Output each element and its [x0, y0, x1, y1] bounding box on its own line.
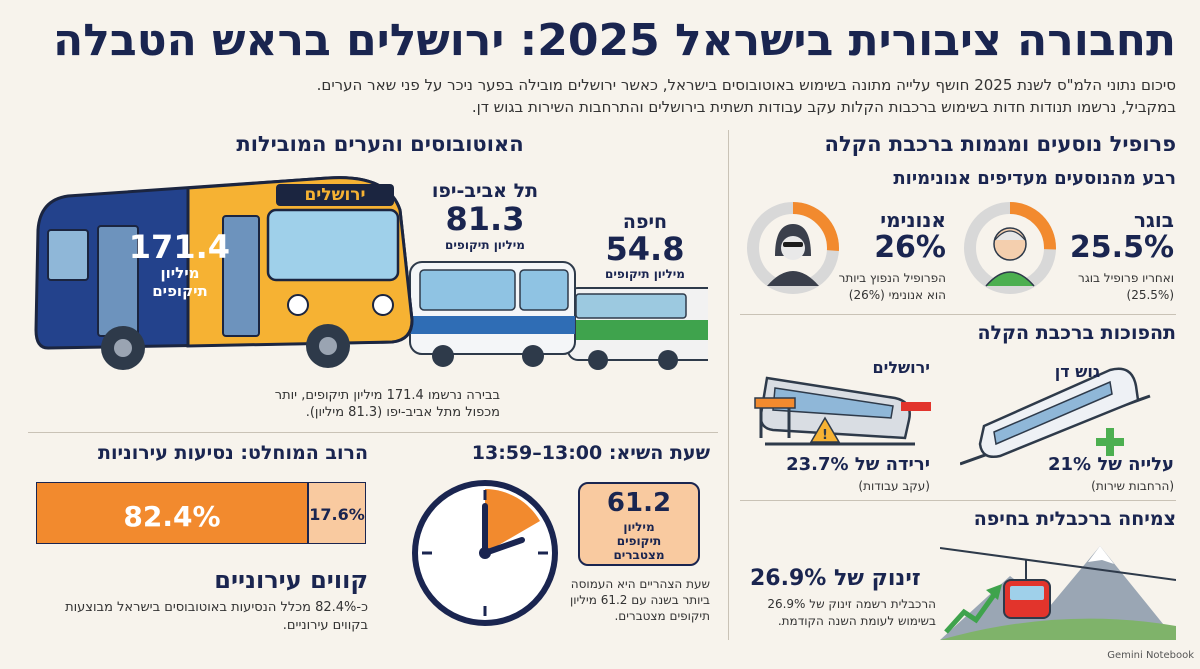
cable-car-note-1: הרכבלית רשמה זינוק של 26.9% [767, 597, 936, 611]
telaviv-unit: מיליון תיקופים [445, 238, 525, 252]
urban-share-bar [36, 482, 366, 544]
jerusalem-bus-value: 171.4 [128, 228, 230, 266]
urban-note-1: כ-82.4% מכלל הנסיעות באוטובוסים בישראל מ… [65, 600, 368, 615]
telaviv-value: 81.3 [445, 200, 525, 238]
anonymous-note-2: הוא אנונימי (26%) [848, 288, 946, 302]
urban-section-title: הרוב המוחלט: נסיעות עירוניות [97, 442, 368, 464]
brand-watermark: Gemini Notebook [1107, 650, 1194, 661]
jerusalem-bus-destination: ירושלים [304, 185, 366, 205]
intro-line-2: במקביל, נרשמו תנודות חדות בשימוש ברכבות … [471, 98, 1176, 116]
jerusalem-bus-icon [34, 176, 414, 370]
profile-sub-title: רבע מהנוסעים מעדיפים אנונימיות [893, 168, 1176, 189]
gush-dan-train-icon [960, 367, 1151, 466]
minus-icon [901, 402, 931, 411]
buses-caption-2: מכפול מתל אביב-יפו (81.3 מיליון). [305, 405, 500, 420]
cable-car-note-2: בשימוש לעומת השנה הקודמת. [777, 614, 936, 628]
jerusalem-rail-name: ירושלים [872, 358, 931, 377]
senior-label: בוגר [1133, 208, 1174, 232]
haifa-bus-icon [567, 287, 708, 370]
jerusalem-rail-note: (עקב עבודות) [858, 479, 930, 493]
peak-value: 61.2 [606, 488, 672, 518]
anonymous-donut [747, 202, 839, 294]
anonymous-label: אנונימי [880, 208, 946, 232]
intro-line-1: סיכום נתוני הלמ"ס לשנת 2025 חושף עלייה מ… [316, 76, 1176, 94]
telaviv-name: תל אביב-יפו [431, 180, 539, 202]
left-row-divider [28, 432, 718, 433]
peak-unit-3: מצטברים [613, 548, 665, 562]
anonymous-note-1: הפרופיל הנפוץ ביותר [838, 271, 946, 285]
column-divider [728, 130, 729, 640]
urban-value: 82.4% [123, 500, 221, 533]
peak-unit-2: תיקופים [616, 534, 662, 548]
profile-section-title: פרופיל נוסעים ומגמות ברכבת הקלה [824, 132, 1176, 156]
barrier-icon [754, 397, 796, 438]
gush-dan-name: גוש דן [1054, 362, 1100, 381]
cable-car-headline: זינוק של 26.9% [750, 566, 921, 591]
senior-value: 25.5% [1069, 230, 1174, 265]
jerusalem-rail-change: ירידה של 23.7% [786, 454, 930, 475]
gush-dan-change: עלייה של 21% [1047, 454, 1174, 475]
peak-note-1: שעת הצהריים היא העמוסה [570, 577, 710, 591]
jerusalem-train-icon: ! [754, 376, 931, 446]
growth-arrow-icon [944, 584, 1002, 634]
cable-car-illustration [940, 546, 1176, 640]
senior-avatar-icon [985, 227, 1035, 287]
cable-car-section-title: צמיחה ברכבלית בחיפה [973, 508, 1176, 530]
peak-section-title: שעת השיא: 13:00–13:59 [471, 442, 710, 464]
buses-illustration [34, 176, 708, 370]
senior-donut [964, 202, 1056, 294]
haifa-name: חיפה [622, 211, 668, 233]
svg-text:!: ! [822, 428, 828, 443]
page-title: תחבורה ציבורית בישראל 2025: ירושלים בראש… [53, 15, 1176, 66]
buses-caption-1: בבירה נרשמו 171.4 מיליון תיקופים, יותר [274, 388, 500, 403]
plus-icon [1096, 428, 1124, 456]
jerusalem-bus-unit-2: תיקופים [152, 282, 208, 300]
anonymous-value: 26% [874, 230, 946, 265]
anonymous-avatar-icon [767, 224, 819, 286]
warning-icon: ! [809, 416, 841, 443]
urban-headline: קווים עירוניים [214, 566, 368, 594]
other-value: 17.6% [309, 505, 365, 524]
peak-unit-1: מיליון [623, 520, 655, 534]
telaviv-bus-icon [409, 261, 576, 367]
senior-note-1: ואחריו פרופיל בוגר [1078, 271, 1174, 285]
jerusalem-bus-unit-1: מיליון [160, 264, 200, 282]
haifa-unit: מיליון תיקופים [605, 267, 685, 281]
buses-section-title: האוטובוסים והערים המובילות [236, 132, 524, 156]
clock-icon [412, 480, 558, 626]
peak-note-3: תיקופים מצטברים. [614, 609, 710, 623]
gush-dan-note: (הרחבות שירות) [1091, 479, 1174, 493]
peak-callout [578, 482, 700, 566]
senior-note-2: (25.5%) [1126, 288, 1175, 302]
peak-note-2: ביותר בשנה עם 61.2 מיליון [570, 593, 710, 607]
light-rail-section-title: תהפוכות ברכבת הקלה [977, 322, 1177, 344]
right-divider-1 [740, 314, 1176, 315]
right-divider-2 [740, 500, 1176, 501]
urban-note-2: בקווים עירוניים. [282, 618, 368, 633]
haifa-value: 54.8 [605, 230, 685, 268]
